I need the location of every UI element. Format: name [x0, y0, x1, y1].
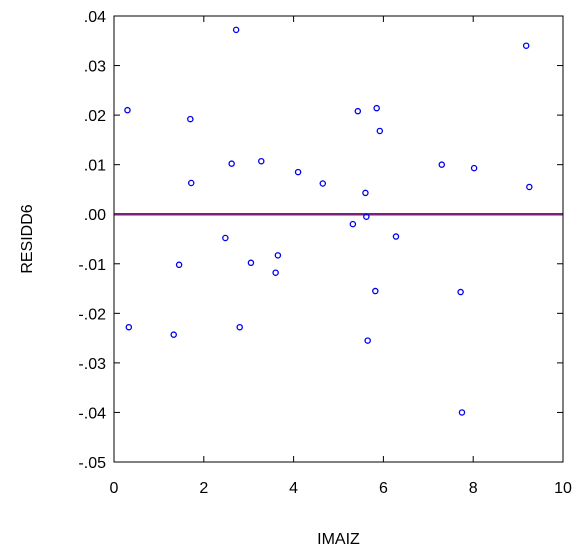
- y-tick-label: -.05: [78, 455, 106, 472]
- data-point: [272, 269, 279, 276]
- data-point: [247, 259, 255, 267]
- data-point: [124, 106, 131, 114]
- y-tick-label: .04: [84, 9, 106, 26]
- data-point: [376, 127, 384, 135]
- data-point: [438, 161, 446, 168]
- y-tick-label: .02: [84, 108, 106, 125]
- data-point: [373, 104, 380, 112]
- plot-area-frame: [113, 15, 564, 463]
- x-tick-label: 8: [469, 480, 478, 497]
- data-point: [364, 337, 371, 344]
- data-point: [457, 288, 464, 296]
- data-point: [362, 189, 369, 197]
- y-tick-label: .01: [84, 158, 106, 175]
- x-axis-ticks: 0 2 4 6 8 10: [110, 16, 572, 497]
- y-axis-title: RESIDD6: [19, 204, 36, 273]
- data-point: [187, 115, 194, 123]
- data-point: [222, 234, 229, 242]
- data-point: [526, 183, 533, 191]
- data-points: [124, 26, 533, 416]
- y-tick-label: .03: [84, 59, 106, 76]
- data-point: [363, 213, 370, 220]
- x-tick-label: 2: [199, 480, 208, 497]
- data-point: [228, 160, 235, 167]
- data-point: [125, 323, 133, 331]
- data-point: [349, 220, 357, 228]
- x-tick-label: 6: [379, 480, 388, 497]
- data-point: [470, 164, 478, 172]
- y-axis-ticks: -.05 -.04 -.03 -.02 -.01 .00 .01 .02 .03 .04: [78, 9, 563, 472]
- data-point: [372, 287, 379, 295]
- x-tick-label: 4: [289, 480, 298, 497]
- x-tick-label: 10: [554, 480, 572, 497]
- data-point: [354, 107, 362, 115]
- y-tick-label: -.04: [78, 405, 106, 422]
- data-point: [319, 180, 327, 187]
- data-point: [236, 323, 243, 331]
- data-point: [258, 157, 265, 165]
- y-tick-label: .00: [84, 207, 106, 224]
- data-point: [392, 233, 400, 240]
- data-point: [187, 179, 195, 187]
- x-tick-label: 0: [110, 480, 119, 497]
- y-tick-label: -.02: [78, 306, 106, 323]
- data-point: [522, 42, 530, 49]
- y-tick-label: -.03: [78, 356, 106, 373]
- data-point: [294, 168, 302, 176]
- data-point: [232, 26, 240, 34]
- data-point: [274, 252, 282, 259]
- x-axis-title: IMAIZ: [317, 531, 360, 548]
- data-point: [458, 409, 466, 416]
- y-tick-label: -.01: [78, 257, 106, 274]
- data-point: [170, 331, 177, 338]
- data-point: [175, 261, 183, 269]
